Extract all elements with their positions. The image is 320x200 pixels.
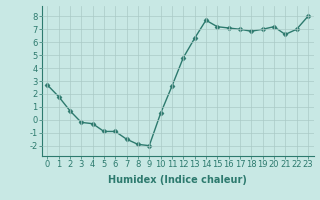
X-axis label: Humidex (Indice chaleur): Humidex (Indice chaleur) xyxy=(108,175,247,185)
